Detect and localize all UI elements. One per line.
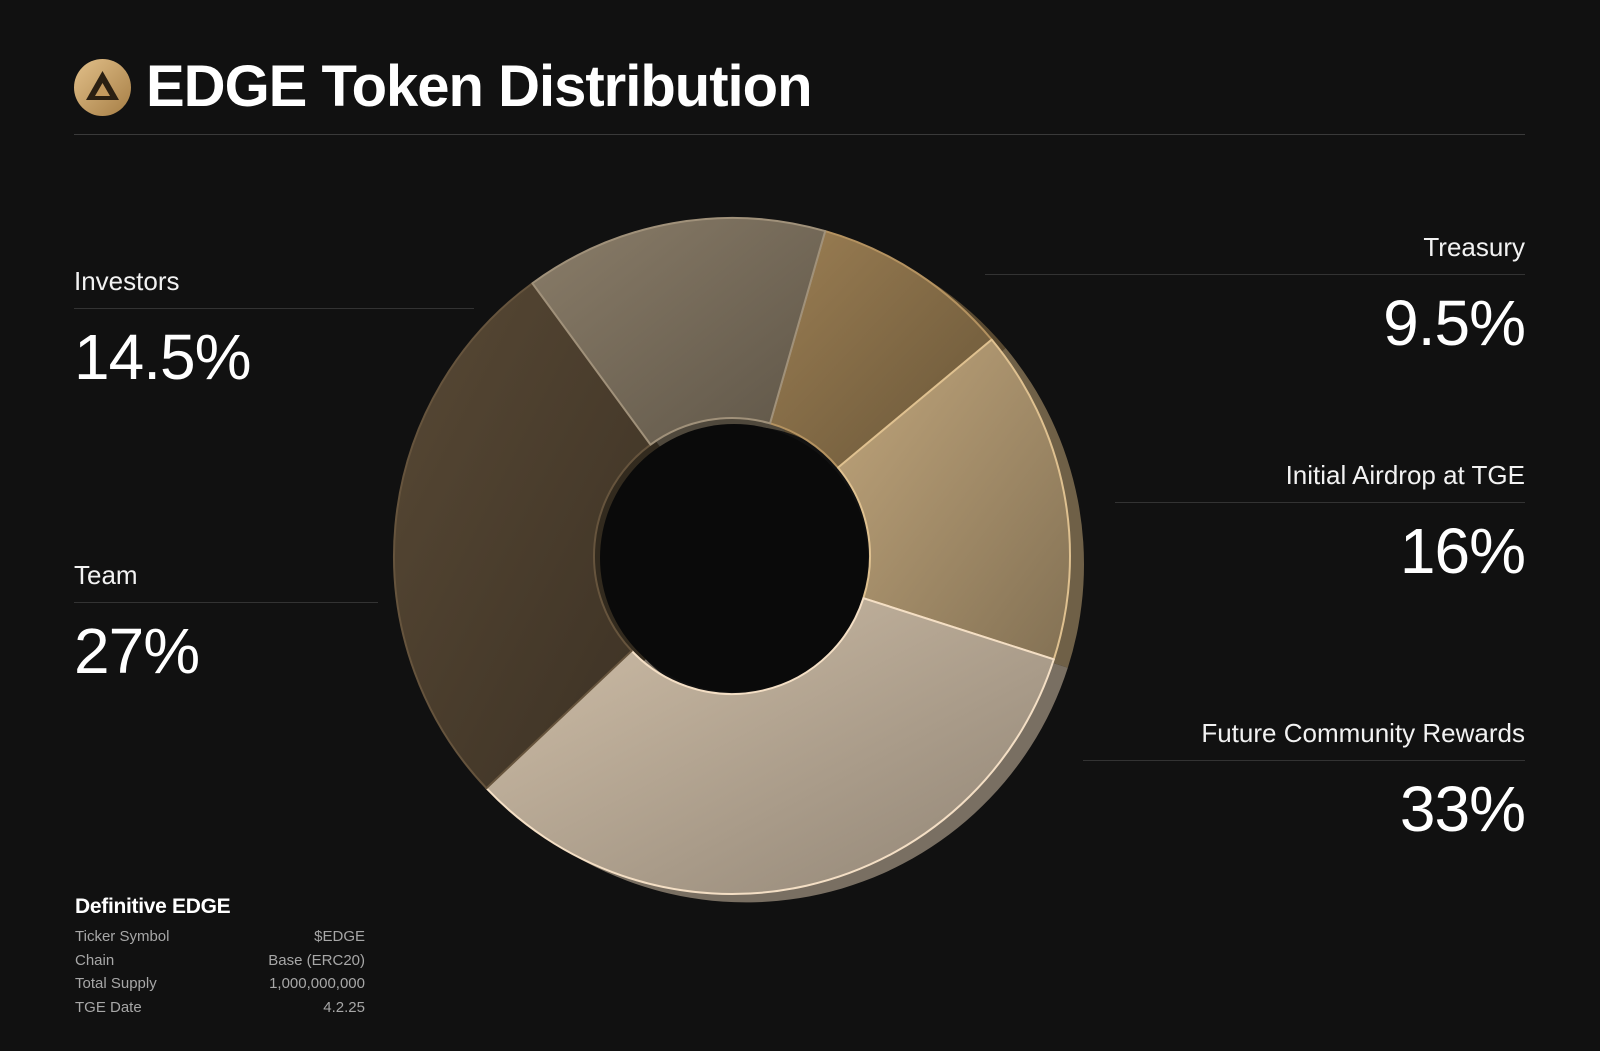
series-label-airdrop: Initial Airdrop at TGE — [1285, 460, 1525, 490]
token-info-panel: Definitive EDGE Ticker Symbol $EDGE Chai… — [75, 893, 365, 1019]
info-row-label: Total Supply — [75, 975, 157, 992]
info-row-label: Ticker Symbol — [75, 928, 170, 945]
label-team: Team 27% — [74, 558, 378, 689]
label-treasury: Treasury 9.5% — [985, 230, 1526, 361]
donut-slice-team — [393, 282, 652, 790]
series-label-community: Future Community Rewards — [1201, 718, 1525, 748]
info-row: TGE Date 4.2.25 — [75, 996, 365, 1020]
donut-hole — [600, 424, 868, 692]
series-label-treasury: Treasury — [1423, 232, 1525, 262]
info-row-value: $EDGE — [314, 928, 365, 945]
value-label-community: 33% — [1399, 773, 1526, 845]
value-label-investors: 14.5% — [74, 321, 251, 393]
info-row: Ticker Symbol $EDGE — [75, 925, 365, 949]
info-row-value: Base (ERC20) — [268, 951, 365, 969]
series-label-investors: Investors — [74, 266, 180, 296]
series-label-team: Team — [74, 560, 138, 590]
label-divider — [74, 308, 474, 309]
donut-slice-future-community-rewards — [485, 597, 1055, 895]
info-heading: Definitive EDGE — [75, 895, 231, 918]
edge-logo-icon — [74, 59, 131, 116]
info-row-value: 4.2.25 — [323, 998, 365, 1016]
page-title: EDGE Token Distribution — [146, 54, 812, 119]
info-row: Chain Base (ERC20) — [75, 949, 365, 973]
value-label-team: 27% — [74, 615, 200, 687]
donut-slice-investors — [531, 217, 827, 446]
info-row-label: Chain — [75, 951, 115, 969]
label-community: Future Community Rewards 33% — [1083, 716, 1526, 847]
label-investors: Investors 14.5% — [74, 264, 474, 395]
info-row-value: 1,000,000,000 — [269, 975, 365, 992]
value-label-airdrop: 16% — [1399, 515, 1526, 587]
donut-slice-treasury — [769, 230, 993, 469]
label-divider — [985, 274, 1525, 275]
info-row-label: TGE Date — [75, 998, 142, 1016]
label-divider — [1083, 760, 1525, 761]
label-divider — [1115, 502, 1525, 503]
info-row: Total Supply 1,000,000,000 — [75, 972, 365, 996]
label-divider — [74, 602, 378, 603]
value-label-treasury: 9.5% — [1383, 287, 1526, 359]
title-divider — [74, 134, 1525, 135]
donut-slice-initial-airdrop-at-tge — [837, 338, 1071, 661]
label-airdrop: Initial Airdrop at TGE 16% — [1115, 458, 1526, 589]
